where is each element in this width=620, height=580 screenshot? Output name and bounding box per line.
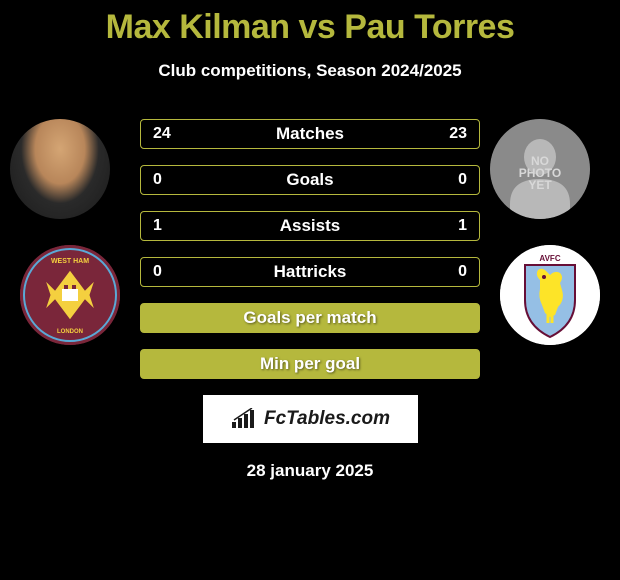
stat-row: Goals per match: [140, 303, 480, 333]
player-left-avatar: [10, 119, 110, 219]
brand-attribution[interactable]: FcTables.com: [203, 395, 418, 443]
comparison-subtitle: Club competitions, Season 2024/2025: [0, 61, 620, 81]
club-left-badge: WEST HAM LONDON: [20, 245, 120, 345]
stat-label: Assists: [280, 216, 340, 236]
stat-row: 0 Hattricks 0: [140, 257, 480, 287]
player-right-no-photo-icon: NO PHOTO YET: [490, 119, 590, 219]
brand-text: FcTables.com: [264, 408, 390, 430]
stat-right-value: 1: [458, 217, 467, 235]
stat-label: Min per goal: [260, 354, 360, 374]
stat-row: Min per goal: [140, 349, 480, 379]
stat-left-value: 0: [153, 263, 162, 281]
stat-label: Matches: [276, 124, 344, 144]
stats-table: 24 Matches 23 0 Goals 0 1 Assists 1 0 Hattricks 0 Go…: [140, 119, 480, 379]
stat-right-value: 0: [458, 171, 467, 189]
stat-row: 24 Matches 23: [140, 119, 480, 149]
comparison-title: Max Kilman vs Pau Torres: [0, 0, 620, 47]
comparison-content: NO PHOTO YET WEST HAM LONDON AVFC 24M: [0, 119, 620, 481]
chart-icon: [230, 408, 258, 430]
svg-text:LONDON: LONDON: [57, 329, 83, 335]
stat-row: 1 Assists 1: [140, 211, 480, 241]
stat-left-value: 24: [153, 125, 171, 143]
svg-text:YET: YET: [528, 178, 552, 192]
stat-right-value: 0: [458, 263, 467, 281]
player-right-avatar: NO PHOTO YET: [490, 119, 590, 219]
player-left-photo: [10, 119, 110, 219]
stat-label: Goals: [286, 170, 333, 190]
stat-label: Hattricks: [274, 262, 347, 282]
stat-label: Goals per match: [243, 308, 376, 328]
stat-right-value: 23: [449, 125, 467, 143]
club-right-badge: AVFC: [500, 245, 600, 345]
stat-left-value: 0: [153, 171, 162, 189]
comparison-date: 28 january 2025: [0, 461, 620, 481]
svg-text:WEST HAM: WEST HAM: [51, 258, 89, 265]
svg-text:AVFC: AVFC: [539, 254, 560, 263]
stat-row: 0 Goals 0: [140, 165, 480, 195]
stat-left-value: 1: [153, 217, 162, 235]
